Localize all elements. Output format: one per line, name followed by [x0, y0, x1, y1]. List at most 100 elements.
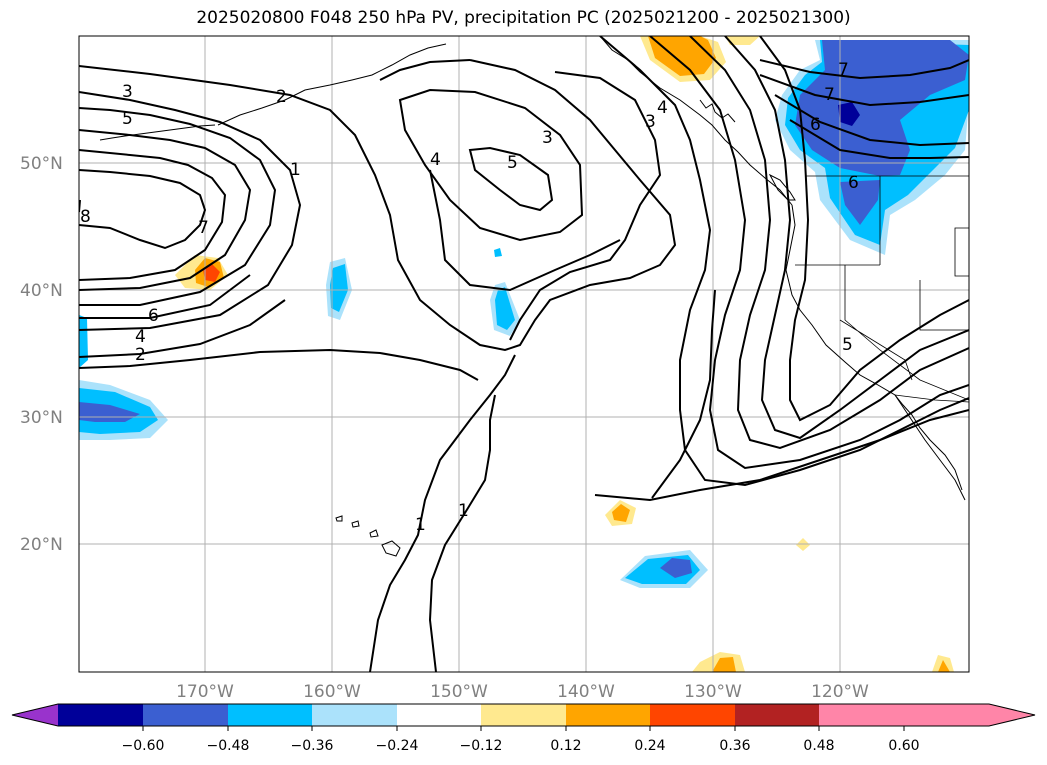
precip-neg-northwest-max	[838, 102, 860, 126]
pv-contour-west-trough4	[79, 149, 227, 281]
map-frame	[78, 35, 970, 673]
coastline-hawaii-big	[381, 540, 401, 557]
precip-neg-dot	[494, 248, 502, 257]
coastline-islands-sitka	[699, 99, 736, 123]
colorbar-segment	[58, 704, 143, 726]
precip-neg-northwest-core2	[840, 180, 880, 225]
pv-contour-1-south	[369, 354, 516, 672]
pv-contour-west-trough1	[79, 91, 302, 331]
colorbar-segment	[312, 704, 397, 726]
latitude-labels: 50°N 40°N 30°N 20°N	[20, 154, 63, 555]
pv-contour-west-trough3	[79, 129, 252, 291]
colorbar-segment	[228, 704, 312, 726]
contour-label-5: 5	[122, 109, 133, 129]
contour-label-3-mid: 3	[542, 128, 553, 148]
border-state-lines	[795, 176, 969, 401]
colorbar: −0.60 −0.48 −0.36 −0.24 −0.12 0.12 0.24 …	[11, 703, 1036, 754]
lon-label-170w: 170°W	[176, 682, 234, 702]
pv-contour-2-west	[79, 348, 479, 381]
pv-contour-east-2	[649, 36, 969, 470]
pv-contour-ridge-3	[509, 71, 662, 341]
contour-label-4-mid: 4	[430, 150, 441, 170]
lon-label-120w: 120°W	[811, 682, 869, 702]
colorbar-segment	[819, 704, 904, 726]
precip-pos-130w-south-core	[712, 657, 736, 672]
contour-label-7: 7	[198, 218, 209, 238]
pv-contour-east-4	[724, 36, 969, 440]
contour-label-5-mid: 5	[507, 153, 518, 173]
colorbar-tick-label: −0.60	[122, 738, 165, 754]
coastline-hawaii-maui	[369, 529, 379, 538]
coastline-alaska	[217, 43, 447, 126]
pv-contour-ne-5	[789, 119, 969, 159]
contour-labels: 3 5 6 4 2 2 1 7 8 4 5 3 3 4 1 1 7 7 6 6 …	[80, 60, 859, 535]
pv-contour-ridge-2	[379, 59, 471, 81]
colorbar-segment	[566, 704, 650, 726]
colorbar-tick-label: 0.48	[803, 738, 834, 754]
colorbar-segment	[904, 704, 989, 726]
lon-label-140w: 140°W	[557, 682, 615, 702]
contour-label-5-east: 5	[842, 335, 853, 355]
colorbar-segment	[735, 704, 819, 726]
contour-label-6-ne: 6	[810, 115, 821, 135]
longitude-labels: 170°W 160°W 150°W 140°W 130°W 120°W	[176, 682, 869, 702]
pv-contour-1-south-b	[428, 394, 496, 672]
contour-label-6: 6	[148, 306, 159, 326]
colorbar-extend-high	[989, 704, 1035, 726]
pv-contour-west-trough5	[79, 169, 207, 250]
coastline-west-us	[785, 204, 966, 501]
lat-label-40n: 40°N	[20, 281, 63, 301]
precip-pos-115w-core	[938, 660, 950, 672]
colorbar-segment	[481, 704, 566, 726]
colorbar-tick-label: −0.24	[376, 738, 419, 754]
pv-contour-east-1	[599, 36, 969, 487]
coastline-baja	[894, 394, 963, 491]
map-content: 3 5 6 4 2 2 1 7 8 4 5 3 3 4 1 1 7 7 6 6 …	[79, 36, 969, 672]
pv-contour-ridge-4	[429, 169, 621, 292]
pv-contour-east-3	[689, 36, 969, 450]
contour-label-7-ne-b: 7	[824, 85, 835, 105]
colorbar-extend-low	[12, 704, 58, 726]
lat-label-30n: 30°N	[20, 408, 63, 428]
pv-contours	[79, 36, 969, 672]
colorbar-tick-label: −0.36	[291, 738, 334, 754]
precip-neg-west-edge	[79, 315, 88, 368]
contour-label-1-a: 1	[415, 515, 426, 535]
border-us-mexico	[894, 394, 969, 403]
precip-pos-137w-core	[612, 504, 630, 522]
precip-neg-northwest-core	[795, 40, 969, 176]
pv-contour-east-6	[594, 409, 969, 502]
colorbar-outline	[11, 703, 1036, 727]
political-borders	[795, 175, 969, 403]
lon-label-160w: 160°W	[303, 682, 361, 702]
contour-label-1-b: 1	[458, 501, 469, 521]
colorbar-segment	[397, 704, 481, 726]
precipitation-shading	[79, 36, 969, 672]
colorbar-ticks	[142, 726, 905, 731]
colorbar-tick-label: 0.60	[888, 738, 919, 754]
contour-label-4: 4	[135, 327, 146, 347]
colorbar-tick-label: −0.12	[460, 738, 503, 754]
pv-contour-ne-6	[774, 94, 969, 147]
lat-label-20n: 20°N	[20, 535, 63, 555]
pv-contour-6-west	[79, 274, 251, 319]
coastline-vancouver-island	[768, 173, 796, 201]
colorbar-tick-label: 0.24	[634, 738, 665, 754]
contour-label-6-nw: 6	[848, 173, 859, 193]
precip-pos-yukon	[725, 36, 760, 45]
contour-label-2-alaska: 2	[276, 87, 287, 107]
pv-contour-east-outer	[651, 289, 716, 499]
map-title: 2025020800 F048 250 hPa PV, precipitatio…	[196, 8, 851, 28]
pv-contour-ridge-1	[79, 59, 677, 352]
precip-neg-hawaii-east-core	[660, 558, 692, 578]
contour-label-4-east: 4	[657, 98, 668, 118]
contour-label-2: 2	[135, 345, 146, 365]
gridlines	[79, 36, 969, 672]
precip-neg-160w-core	[330, 264, 348, 312]
colorbar-tick-label: 0.36	[719, 738, 750, 754]
contour-label-3-east: 3	[645, 112, 656, 132]
contour-label-8: 8	[80, 207, 91, 227]
contour-label-1-west: 1	[290, 160, 301, 180]
lat-label-50n: 50°N	[20, 154, 63, 174]
